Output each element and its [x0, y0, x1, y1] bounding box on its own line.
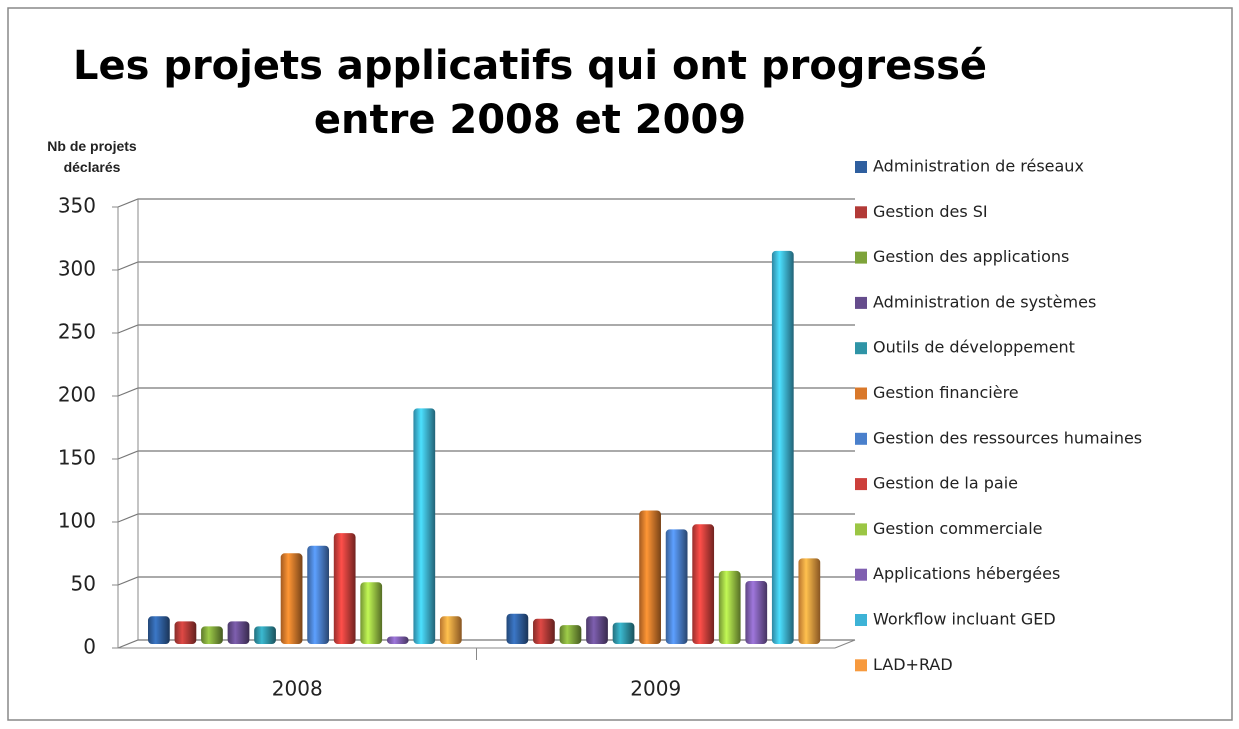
y-tick-label: 100: [58, 509, 96, 533]
grid-line: [117, 198, 855, 208]
bar: [174, 621, 197, 644]
bar: [439, 616, 462, 644]
bar: [201, 626, 223, 644]
legend-label: Gestion des SI: [873, 202, 988, 221]
legend-swatch: [855, 478, 867, 491]
legend-label: Gestion de la paie: [873, 474, 1018, 493]
legend-swatch: [855, 659, 867, 672]
y-tick-label: 350: [58, 194, 96, 218]
legend-swatch: [855, 523, 867, 536]
bar: [639, 510, 661, 644]
legend-label: Workflow incluant GED: [873, 610, 1056, 629]
x-tick-label: 2008: [272, 677, 323, 701]
legend-swatch: [855, 296, 867, 309]
grid-line: [117, 513, 855, 523]
bar: [280, 553, 303, 644]
bar: [559, 625, 582, 644]
y-tick-label: 150: [58, 446, 96, 470]
bar: [386, 636, 409, 644]
frame: [7, 7, 1233, 721]
y-tick-label: 200: [58, 383, 96, 407]
x-tick-label: 2009: [630, 677, 681, 701]
bar: [307, 545, 330, 644]
bar: [227, 621, 250, 644]
y-axis-label: Nb de projets déclarés: [47, 138, 137, 175]
legend-swatch: [855, 161, 867, 173]
bar: [254, 626, 276, 644]
y-tick-label: 250: [58, 320, 96, 344]
legend-label: Gestion des applications: [873, 247, 1069, 266]
legend-swatch: [855, 251, 867, 264]
legend-swatch: [855, 387, 867, 400]
bar: [612, 622, 635, 644]
legend-swatch: [855, 614, 867, 626]
grid-line: [117, 387, 855, 397]
bar: [586, 616, 608, 644]
bar: [771, 250, 794, 644]
bar: [718, 570, 741, 644]
bar: [333, 533, 356, 644]
legend-label: Gestion commerciale: [873, 519, 1042, 538]
legend-label: Gestion financière: [873, 383, 1019, 402]
bar: [798, 558, 821, 644]
legend-label: Gestion des ressources humaines: [873, 428, 1142, 447]
legend-label: Administration de systèmes: [873, 292, 1096, 311]
bar: [360, 582, 383, 644]
grid-line: [117, 450, 855, 460]
bar: [692, 524, 715, 644]
grid-line: [117, 576, 855, 586]
bar: [148, 616, 170, 644]
legend-label: Applications hébergées: [873, 564, 1060, 583]
grid-line: [117, 261, 855, 271]
legend-label: Administration de réseaux: [873, 157, 1084, 176]
legend-swatch: [855, 342, 867, 355]
grid-line: [117, 324, 855, 334]
legend-label: LAD+RAD: [873, 655, 953, 674]
chart-title: Les projets applicatifs qui ont progress…: [73, 43, 987, 143]
bar: [533, 618, 555, 644]
y-tick-label: 0: [83, 635, 96, 659]
legend-swatch: [855, 568, 867, 581]
bar: [745, 581, 768, 644]
bar: [413, 408, 436, 644]
bar: [665, 529, 688, 644]
legend-swatch: [855, 206, 867, 219]
bar: [506, 613, 529, 644]
legend-label: Outils de développement: [873, 338, 1075, 357]
y-tick-label: 50: [71, 572, 96, 596]
legend-swatch: [855, 432, 867, 445]
y-tick-label: 300: [58, 257, 96, 281]
floor-edge: [834, 639, 856, 649]
